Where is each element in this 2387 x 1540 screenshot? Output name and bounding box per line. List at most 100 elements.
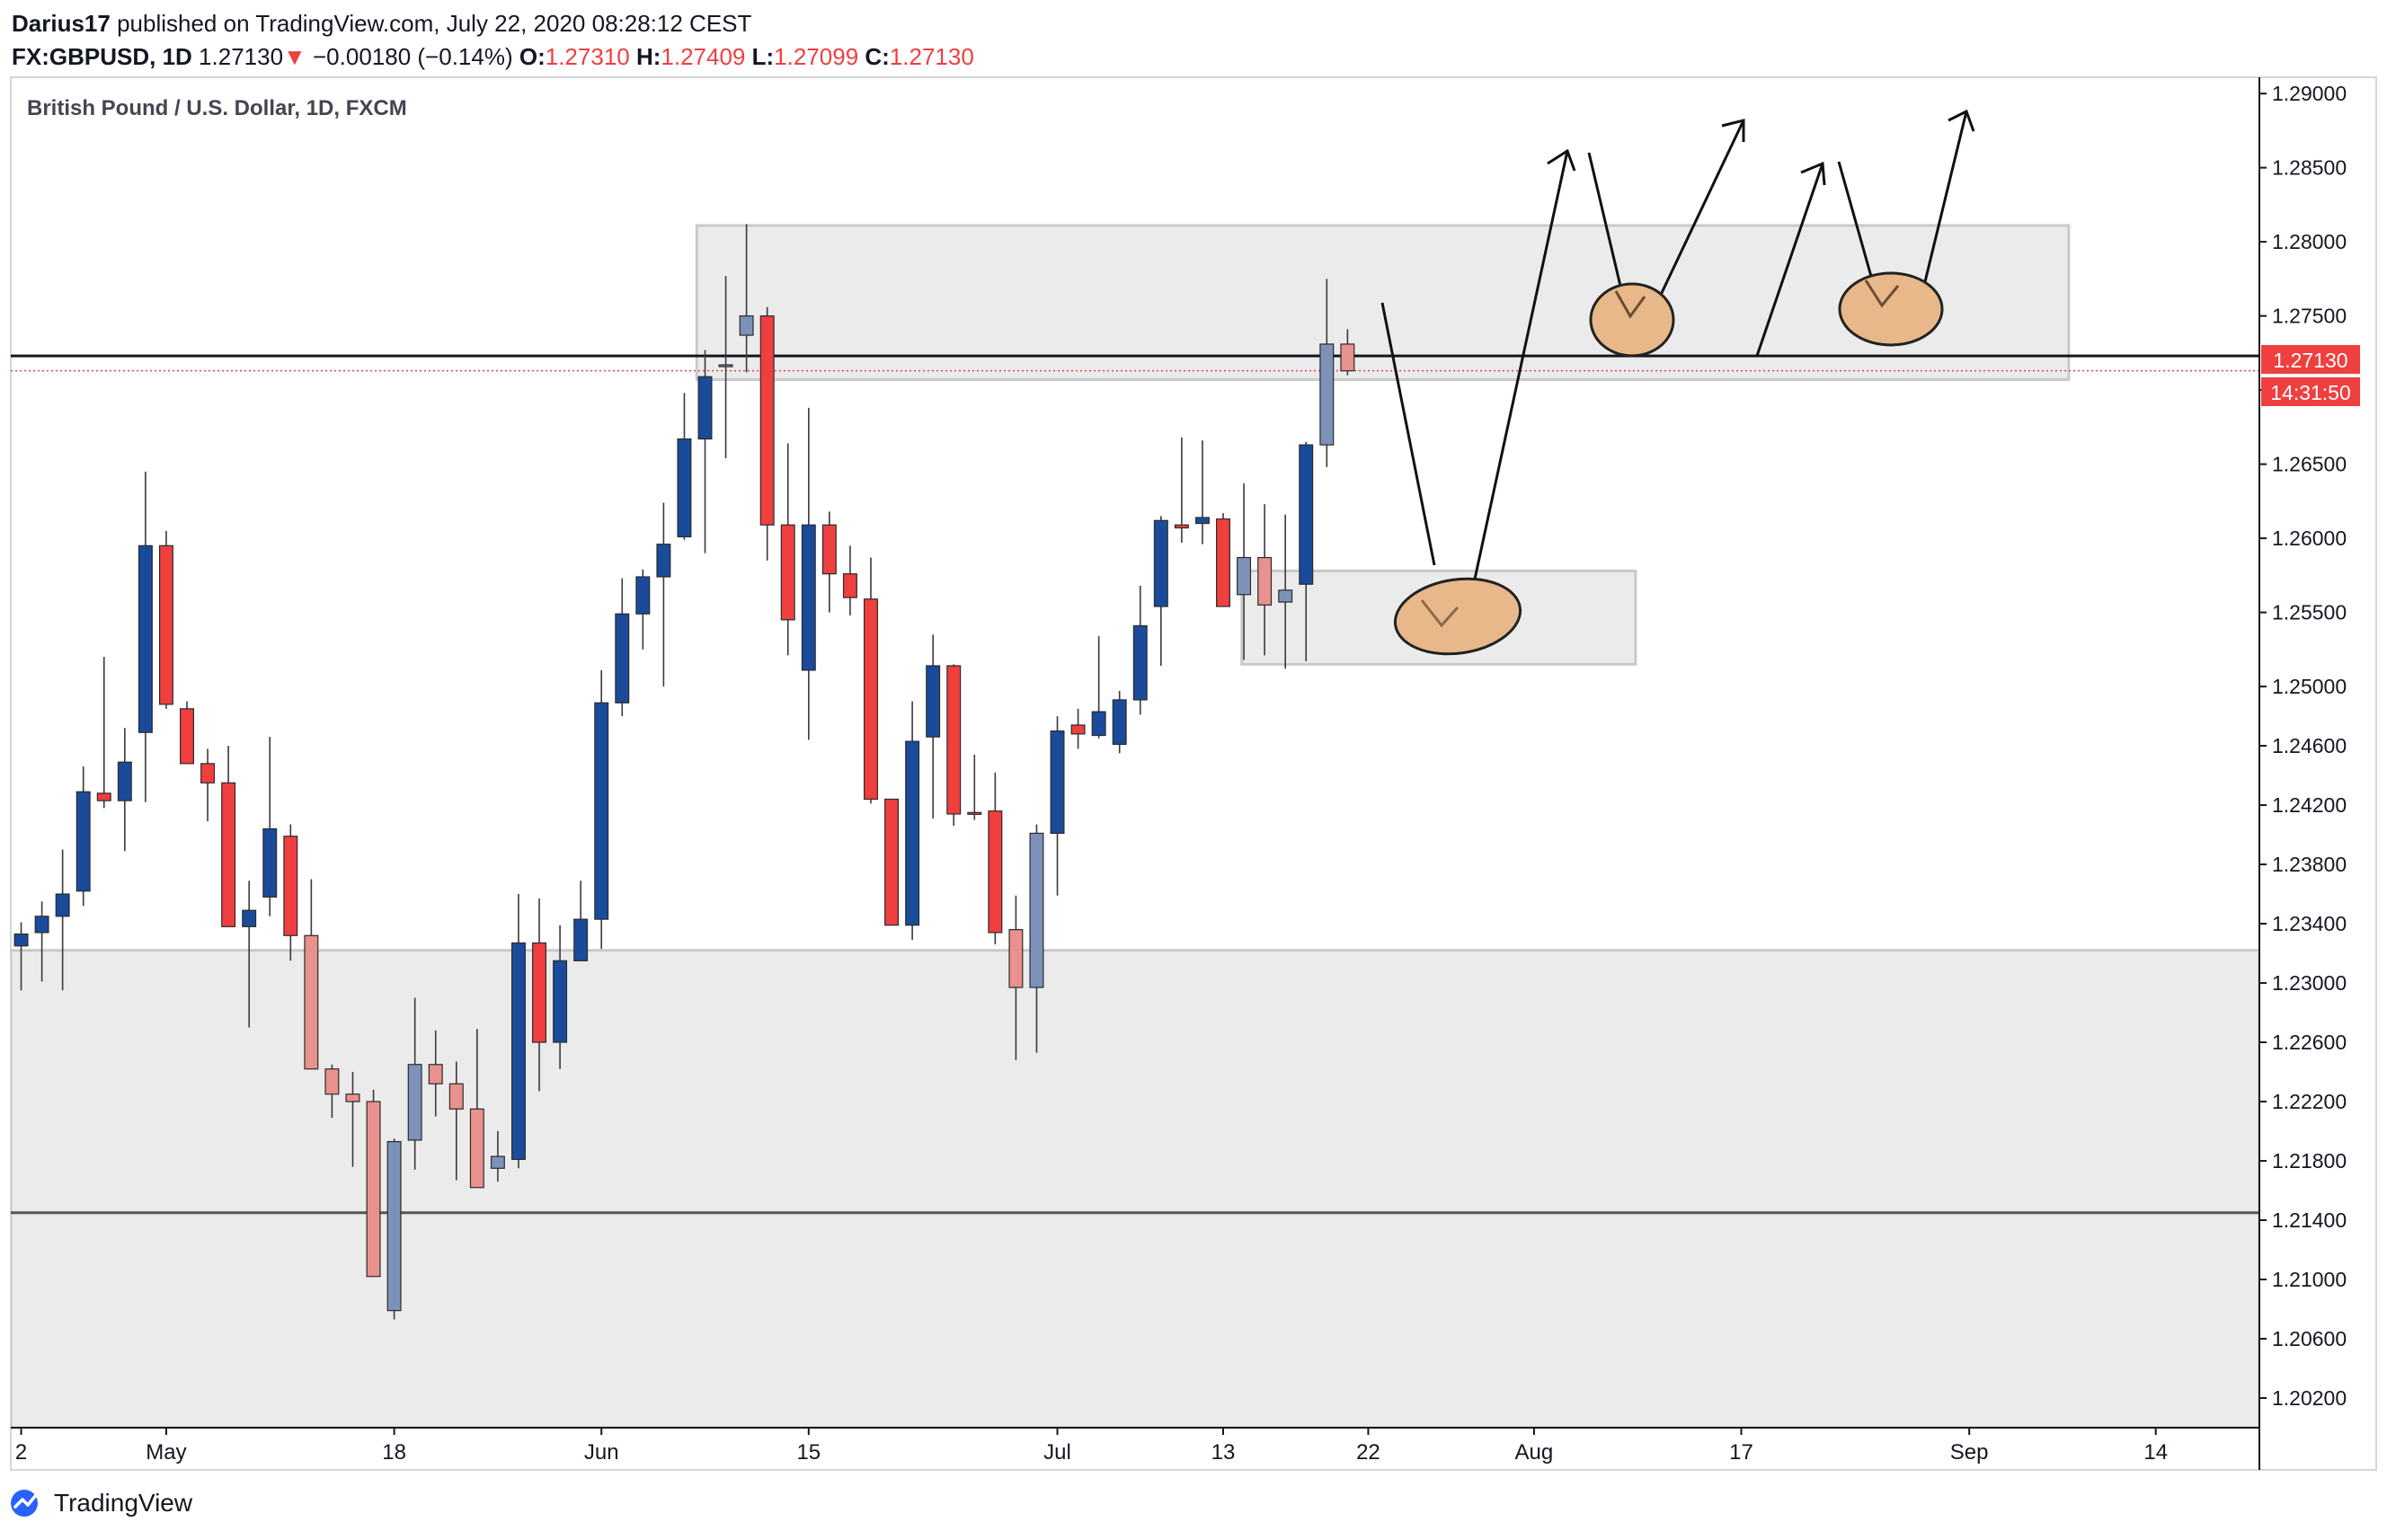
candle[interactable] (718, 276, 733, 459)
candle[interactable] (635, 569, 651, 650)
candle[interactable] (967, 754, 982, 820)
candle[interactable] (221, 746, 236, 927)
price-tick-label: 1.21800 (2272, 1149, 2347, 1173)
candle-body (821, 524, 837, 575)
candle[interactable] (117, 728, 132, 852)
candle[interactable] (1112, 691, 1127, 754)
candle[interactable] (242, 881, 257, 1028)
candle[interactable] (34, 901, 49, 982)
candle[interactable] (884, 798, 900, 926)
candle[interactable] (739, 224, 754, 373)
candle[interactable] (532, 898, 547, 1092)
candle[interactable] (262, 737, 278, 916)
candle-body (96, 792, 111, 801)
candle[interactable] (180, 701, 194, 765)
candle[interactable] (1029, 824, 1044, 1053)
target-ellipse (1393, 577, 1522, 656)
candle[interactable] (1050, 716, 1065, 896)
candle[interactable] (386, 1138, 402, 1320)
projection-line-up (1920, 111, 1968, 297)
candle[interactable] (656, 502, 671, 687)
candle[interactable] (510, 894, 526, 1169)
candle[interactable] (138, 471, 153, 802)
tradingview-logo[interactable]: TradingView (9, 1488, 192, 1518)
candle[interactable] (13, 922, 29, 991)
candle-body (1340, 343, 1355, 372)
candle[interactable] (1278, 514, 1293, 669)
candle[interactable] (283, 824, 298, 961)
candle[interactable] (96, 657, 111, 809)
candle-body (262, 828, 278, 898)
candle[interactable] (905, 701, 920, 941)
candle[interactable] (469, 1029, 484, 1189)
check-mark-icon (1420, 599, 1460, 628)
candle-body (1050, 730, 1065, 835)
candle[interactable] (1299, 441, 1314, 662)
low-label: L: (751, 43, 775, 70)
candle[interactable] (1091, 635, 1106, 739)
candle[interactable] (697, 350, 713, 553)
candle[interactable] (345, 1072, 360, 1167)
time-tick-label: 2 (15, 1440, 27, 1465)
candle-body (117, 761, 132, 801)
publisher-name[interactable]: Darius17 (12, 10, 111, 37)
candle[interactable] (1237, 483, 1252, 660)
candle[interactable] (615, 578, 630, 717)
candle[interactable] (1319, 279, 1335, 467)
candle[interactable] (926, 634, 941, 819)
low-value: 1.27099 (774, 43, 859, 70)
candle-body (801, 524, 816, 671)
candle[interactable] (75, 766, 91, 907)
candle[interactable] (304, 879, 319, 1070)
candle[interactable] (780, 443, 795, 656)
candle[interactable] (490, 1131, 505, 1182)
candle[interactable] (864, 557, 878, 804)
candle-body (759, 315, 775, 526)
candle[interactable] (573, 881, 589, 961)
candle[interactable] (821, 511, 837, 613)
candle[interactable] (759, 306, 775, 561)
candle[interactable] (946, 664, 962, 827)
candle[interactable] (1153, 516, 1168, 666)
candle[interactable] (1216, 513, 1230, 607)
projection-line-down (1380, 302, 1436, 566)
zones-layer (11, 224, 2259, 1428)
arrowhead-icon (1800, 161, 1826, 186)
candle[interactable] (55, 849, 70, 991)
candle[interactable] (594, 669, 609, 950)
candle-body (138, 544, 153, 733)
candle[interactable] (366, 1089, 381, 1278)
candle[interactable] (1340, 329, 1355, 376)
candle[interactable] (1257, 504, 1273, 656)
candle[interactable] (553, 925, 568, 1069)
candle-body (13, 934, 29, 947)
price-tick-label: 1.23000 (2272, 971, 2347, 995)
candle[interactable] (200, 748, 216, 822)
candle[interactable] (1194, 440, 1210, 544)
candle[interactable] (1070, 708, 1086, 749)
candle[interactable] (1008, 895, 1024, 1060)
candle-body (242, 909, 257, 927)
candle[interactable] (801, 407, 816, 740)
arrowhead-icon (1547, 148, 1576, 172)
candle[interactable] (842, 545, 857, 615)
candle[interactable] (1132, 585, 1148, 715)
candle[interactable] (988, 772, 1003, 945)
candle[interactable] (677, 393, 692, 540)
candle[interactable] (1174, 437, 1189, 544)
candle[interactable] (448, 1061, 464, 1181)
price-tick-label: 1.23800 (2272, 853, 2347, 876)
time-tick-label: May (146, 1440, 186, 1465)
plot-area[interactable] (11, 109, 2259, 1428)
candle[interactable] (428, 1030, 443, 1117)
candle[interactable] (324, 1064, 340, 1119)
published-text: published on TradingView.com, July 22, 2… (117, 10, 752, 37)
candle[interactable] (407, 997, 422, 1170)
price-axis[interactable]: 1.290001.285001.280001.275001.270001.265… (2259, 82, 2347, 1410)
price-tick-label: 1.20600 (2272, 1327, 2347, 1350)
time-axis[interactable]: 2 May 18 Jun 15 Jul 13 22 Aug 17 Sep 14 (15, 1428, 2168, 1465)
candle-body (1008, 929, 1024, 988)
price-tick-label: 1.26500 (2272, 453, 2347, 476)
candle[interactable] (158, 530, 173, 709)
